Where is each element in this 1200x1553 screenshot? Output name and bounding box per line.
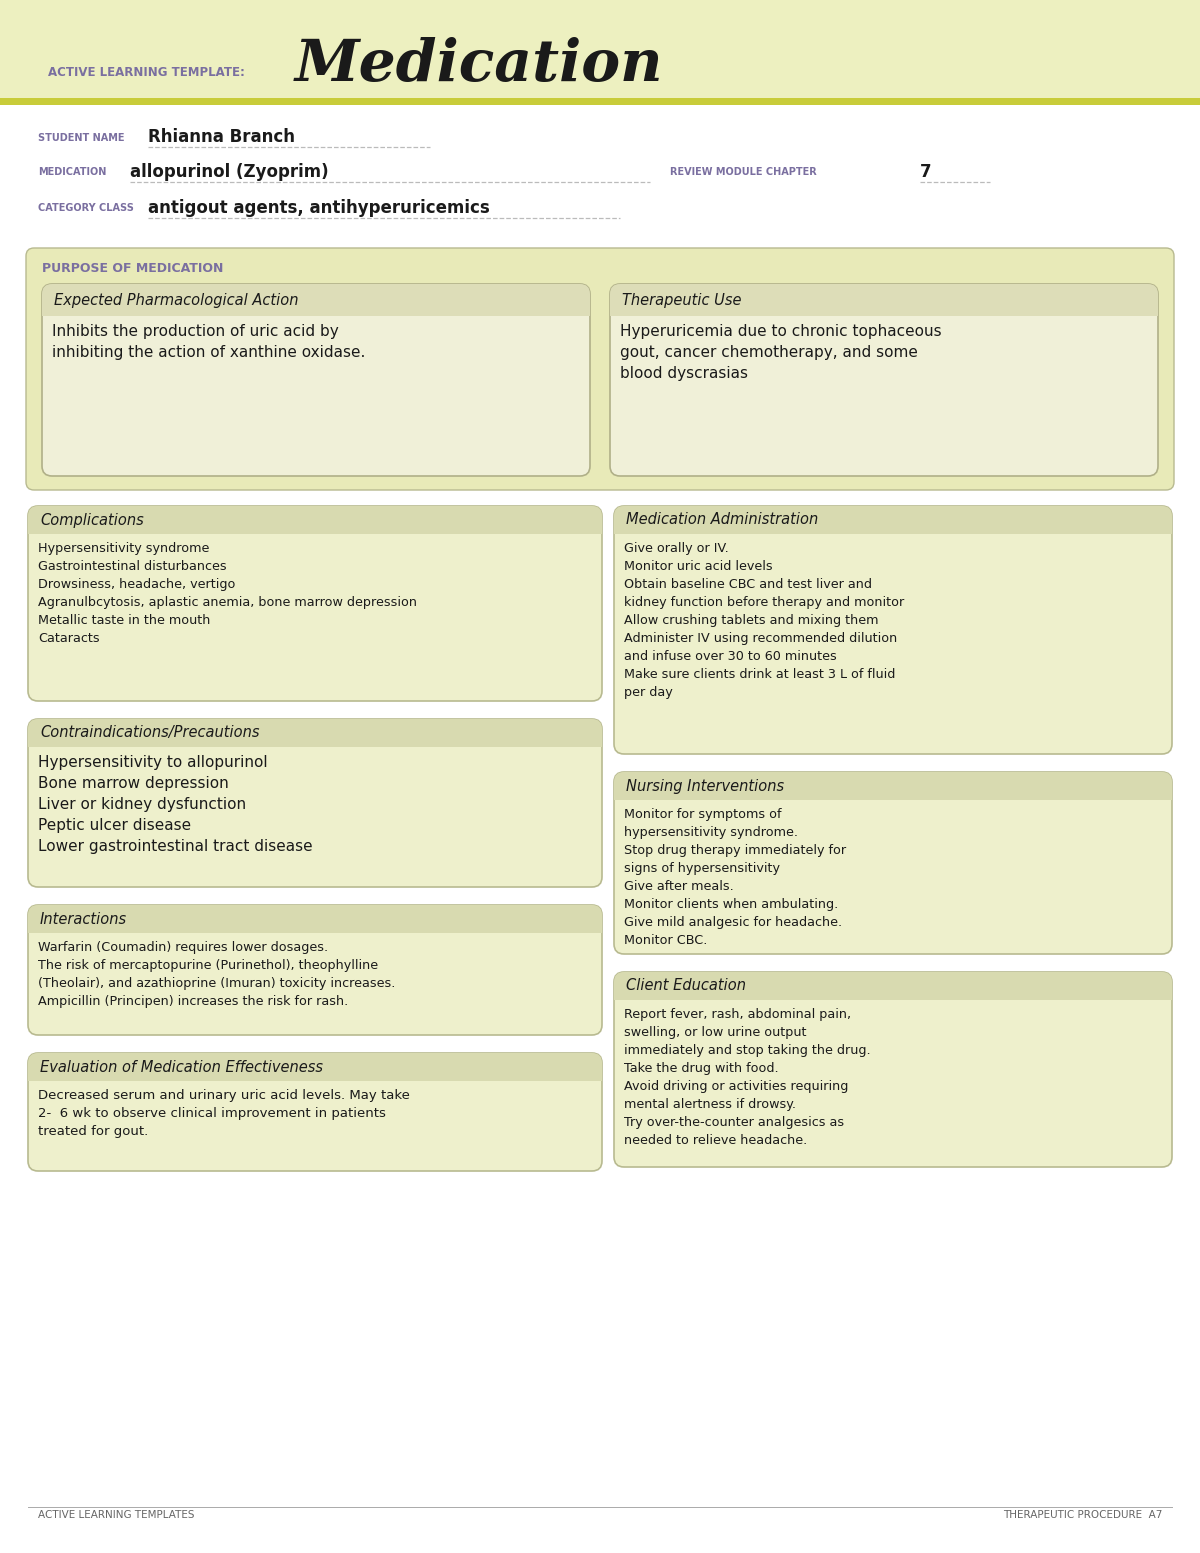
Text: 7: 7 [920, 163, 931, 182]
FancyBboxPatch shape [42, 284, 590, 315]
FancyBboxPatch shape [28, 719, 602, 887]
FancyBboxPatch shape [28, 506, 602, 700]
FancyBboxPatch shape [26, 248, 1174, 491]
Bar [614, 786, 1172, 800]
Text: Interactions: Interactions [40, 912, 127, 927]
Text: Client Education: Client Education [626, 978, 746, 994]
Text: Inhibits the production of uric acid by
inhibiting the action of xanthine oxidas: Inhibits the production of uric acid by … [52, 325, 365, 360]
Text: Rhianna Branch: Rhianna Branch [148, 127, 295, 146]
Text: Decreased serum and urinary uric acid levels. May take
2-  6 wk to observe clini: Decreased serum and urinary uric acid le… [38, 1089, 410, 1138]
Text: Report fever, rash, abdominal pain,
swelling, or low urine output
immediately an: Report fever, rash, abdominal pain, swel… [624, 1008, 871, 1148]
FancyBboxPatch shape [28, 905, 602, 933]
FancyBboxPatch shape [614, 506, 1172, 755]
FancyBboxPatch shape [28, 719, 602, 747]
FancyBboxPatch shape [614, 506, 1172, 534]
Text: ACTIVE LEARNING TEMPLATES: ACTIVE LEARNING TEMPLATES [38, 1510, 194, 1520]
FancyBboxPatch shape [614, 772, 1172, 954]
Text: allopurinol (Zyoprim): allopurinol (Zyoprim) [130, 163, 329, 182]
Text: Hyperuricemia due to chronic tophaceous
gout, cancer chemotherapy, and some
bloo: Hyperuricemia due to chronic tophaceous … [620, 325, 942, 380]
FancyBboxPatch shape [28, 1053, 602, 1171]
Text: Hypersensitivity to allopurinol
Bone marrow depression
Liver or kidney dysfuncti: Hypersensitivity to allopurinol Bone mar… [38, 755, 313, 854]
Text: Warfarin (Coumadin) requires lower dosages.
The risk of mercaptopurine (Purineth: Warfarin (Coumadin) requires lower dosag… [38, 941, 395, 1008]
Text: Complications: Complications [40, 512, 144, 528]
Text: Medication: Medication [295, 37, 664, 93]
Text: Give orally or IV.
Monitor uric acid levels
Obtain baseline CBC and test liver a: Give orally or IV. Monitor uric acid lev… [624, 542, 905, 699]
FancyBboxPatch shape [28, 905, 602, 1034]
Bar [0, 0, 1200, 106]
FancyBboxPatch shape [610, 284, 1158, 315]
Bar [28, 919, 602, 933]
Bar [614, 520, 1172, 534]
Text: Nursing Interventions: Nursing Interventions [626, 778, 784, 794]
Bar [614, 986, 1172, 1000]
Text: CATEGORY CLASS: CATEGORY CLASS [38, 203, 134, 213]
Bar [28, 733, 602, 747]
Text: Monitor for symptoms of
hypersensitivity syndrome.
Stop drug therapy immediately: Monitor for symptoms of hypersensitivity… [624, 808, 846, 947]
FancyBboxPatch shape [28, 1053, 602, 1081]
Text: Medication Administration: Medication Administration [626, 512, 818, 528]
Text: MEDICATION: MEDICATION [38, 168, 107, 177]
FancyBboxPatch shape [614, 772, 1172, 800]
Text: Evaluation of Medication Effectiveness: Evaluation of Medication Effectiveness [40, 1059, 323, 1075]
FancyBboxPatch shape [28, 506, 602, 534]
Bar [28, 1067, 602, 1081]
Bar [28, 520, 602, 534]
Bar [610, 300, 1158, 315]
Text: STUDENT NAME: STUDENT NAME [38, 134, 125, 143]
Text: Hypersensitivity syndrome
Gastrointestinal disturbances
Drowsiness, headache, ve: Hypersensitivity syndrome Gastrointestin… [38, 542, 418, 644]
FancyBboxPatch shape [42, 284, 590, 477]
Text: antigout agents, antihyperuricemics: antigout agents, antihyperuricemics [148, 199, 490, 217]
Bar [42, 300, 590, 315]
FancyBboxPatch shape [614, 972, 1172, 1166]
Text: PURPOSE OF MEDICATION: PURPOSE OF MEDICATION [42, 261, 223, 275]
FancyBboxPatch shape [610, 284, 1158, 477]
Text: Expected Pharmacological Action: Expected Pharmacological Action [54, 292, 299, 307]
FancyBboxPatch shape [614, 972, 1172, 1000]
Bar [0, 98, 1200, 106]
Text: REVIEW MODULE CHAPTER: REVIEW MODULE CHAPTER [670, 168, 817, 177]
Text: Contraindications/Precautions: Contraindications/Precautions [40, 725, 259, 741]
Text: ACTIVE LEARNING TEMPLATE:: ACTIVE LEARNING TEMPLATE: [48, 65, 245, 79]
Text: Therapeutic Use: Therapeutic Use [622, 292, 742, 307]
Text: THERAPEUTIC PROCEDURE  A7: THERAPEUTIC PROCEDURE A7 [1003, 1510, 1162, 1520]
